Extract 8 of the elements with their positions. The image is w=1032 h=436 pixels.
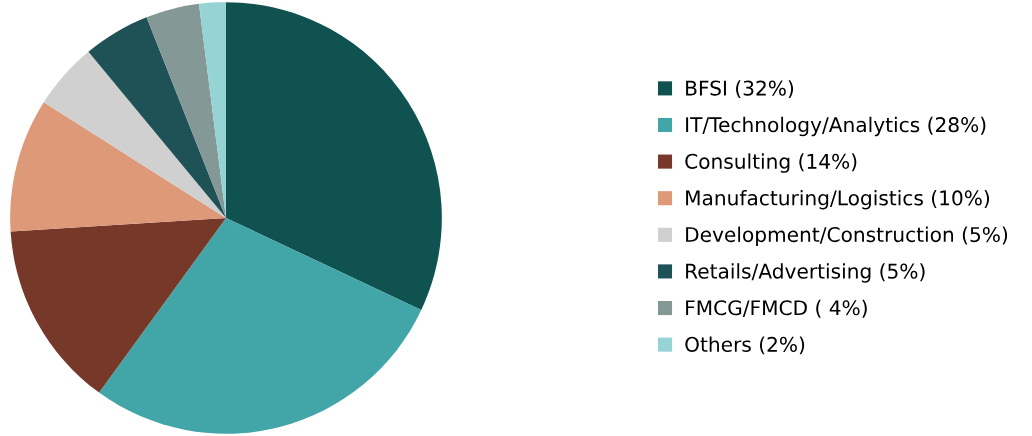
legend-label: IT/Technology/Analytics (28%) bbox=[686, 116, 986, 137]
legend-label: Retails/Advertising (5%) bbox=[686, 263, 925, 283]
legend-label: Others (2%) bbox=[685, 336, 805, 355]
legend-label: BFSI (32%) bbox=[686, 80, 794, 99]
legend-label: FMCG/FMCD ( 4%) bbox=[686, 299, 867, 318]
legend-label: Consulting (14%) bbox=[685, 153, 857, 173]
legend-label: Development/Construction (5%) bbox=[686, 226, 1008, 247]
legend-label: Manufacturing/Logistics (10%) bbox=[686, 189, 990, 210]
